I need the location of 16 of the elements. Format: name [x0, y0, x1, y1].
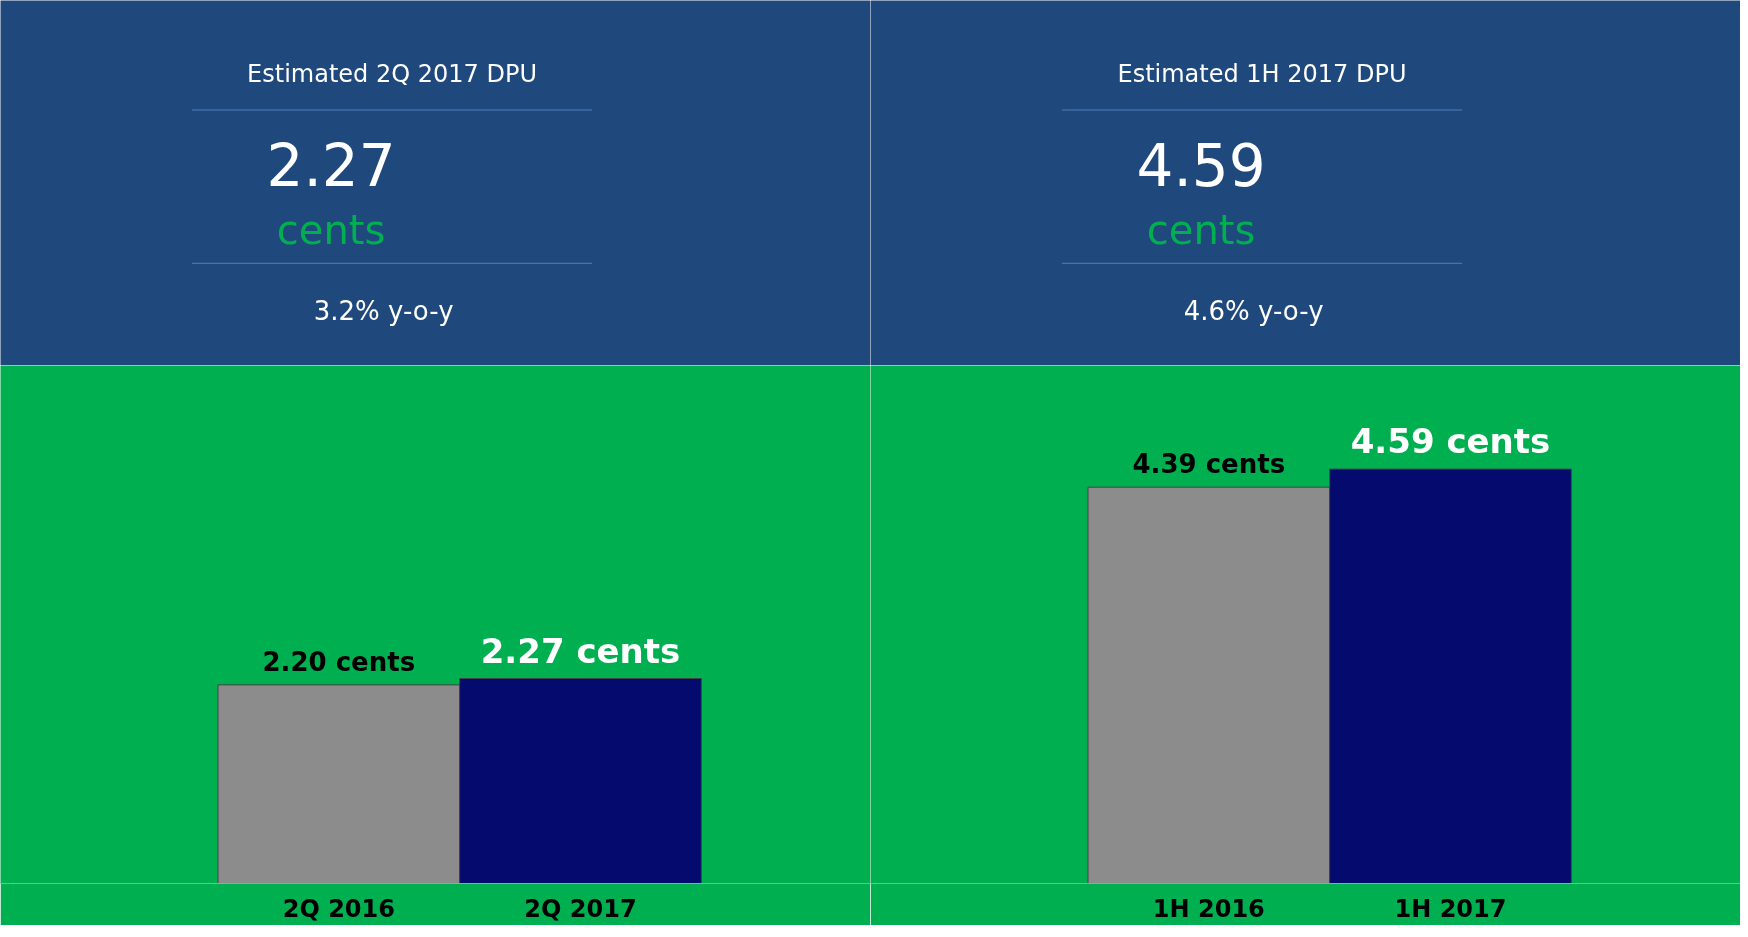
- text: 3.2% y-o-y: [313, 295, 454, 326]
- text: Estimated 1H 2017 DPU: [1117, 59, 1407, 88]
- text: cents: [276, 207, 386, 254]
- data-label: 4.39 cents: [1132, 449, 1286, 480]
- x-tick-label: 2Q 2017: [524, 894, 637, 923]
- x-tick-label: 1H 2017: [1394, 894, 1507, 923]
- text: 4.6% y-o-y: [1183, 295, 1324, 326]
- data-label: 2.20 cents: [262, 646, 416, 677]
- text: cents: [1146, 207, 1256, 254]
- x-tick-label: 1H 2016: [1152, 894, 1265, 923]
- data-label: 4.59 cents: [1350, 421, 1551, 462]
- text: 4.59: [1136, 132, 1266, 201]
- text: 2.27: [266, 132, 396, 201]
- data-label: 2.27 cents: [480, 630, 681, 671]
- x-tick-label: 2Q 2016: [282, 894, 395, 923]
- text: Estimated 2Q 2017 DPU: [247, 59, 537, 88]
